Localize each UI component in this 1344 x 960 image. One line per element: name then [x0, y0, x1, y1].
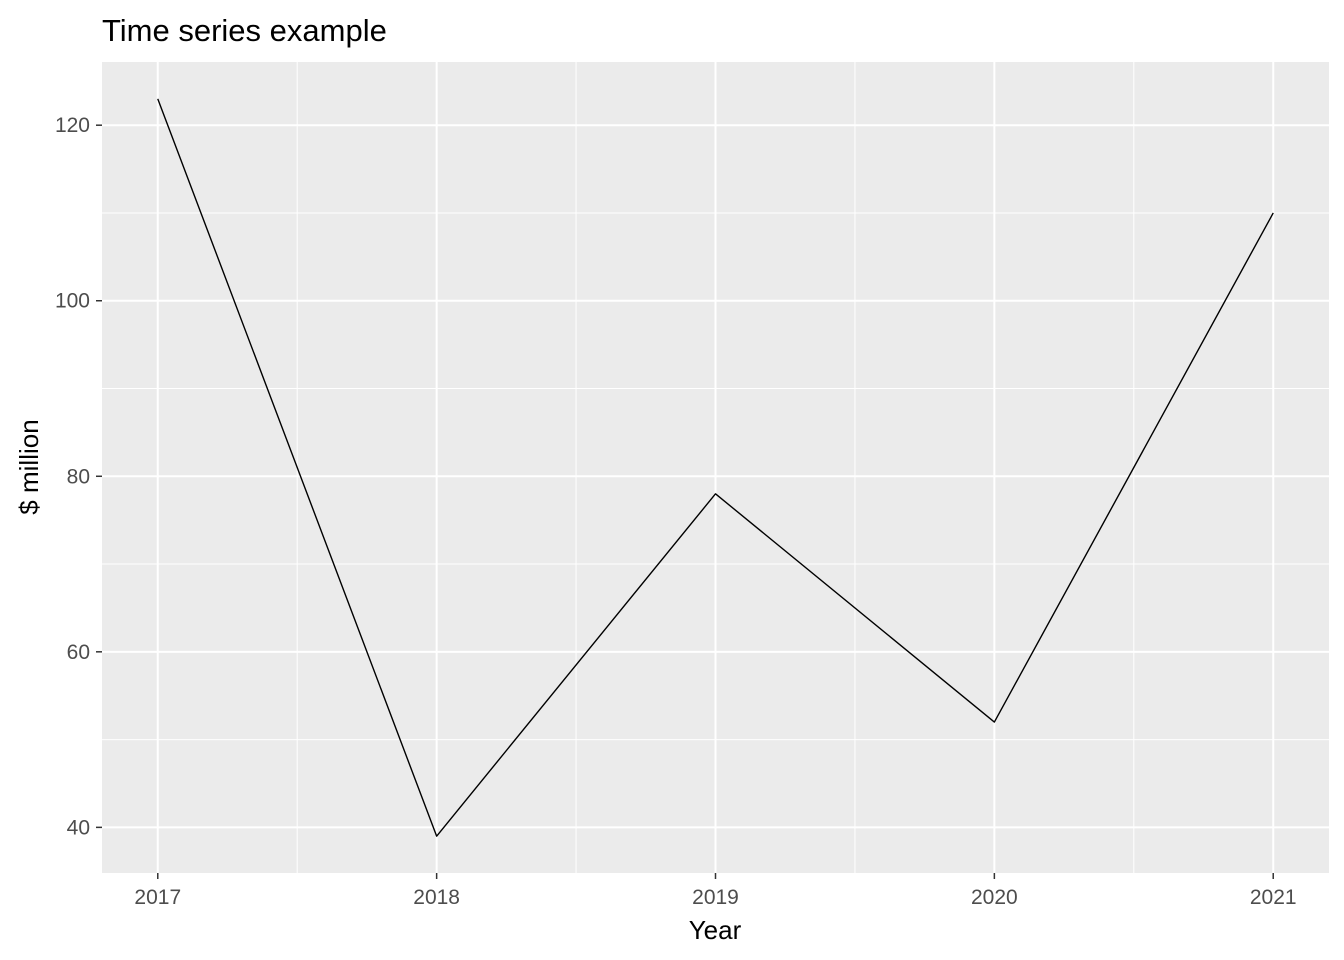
y-axis: 40 60 80 100 120 — [55, 114, 102, 839]
x-axis-title: Year — [689, 915, 742, 945]
y-tick-label: 40 — [67, 816, 90, 839]
y-tick-label: 100 — [55, 290, 90, 313]
y-tick-label: 120 — [55, 114, 90, 137]
y-tick-label: 80 — [67, 465, 90, 488]
y-tick-label: 60 — [67, 641, 90, 664]
grid-major — [102, 62, 1329, 873]
chart-title: Time series example — [102, 13, 387, 48]
x-tick-label: 2019 — [692, 886, 739, 909]
x-tick-label: 2018 — [413, 886, 460, 909]
y-axis-title: $ million — [14, 419, 44, 514]
series-layer — [157, 98, 1274, 837]
x-axis: 2017 2018 2019 2020 2021 — [134, 873, 1297, 909]
x-tick-label: 2021 — [1250, 886, 1297, 909]
x-tick-label: 2017 — [134, 886, 181, 909]
x-tick-label: 2020 — [971, 886, 1018, 909]
